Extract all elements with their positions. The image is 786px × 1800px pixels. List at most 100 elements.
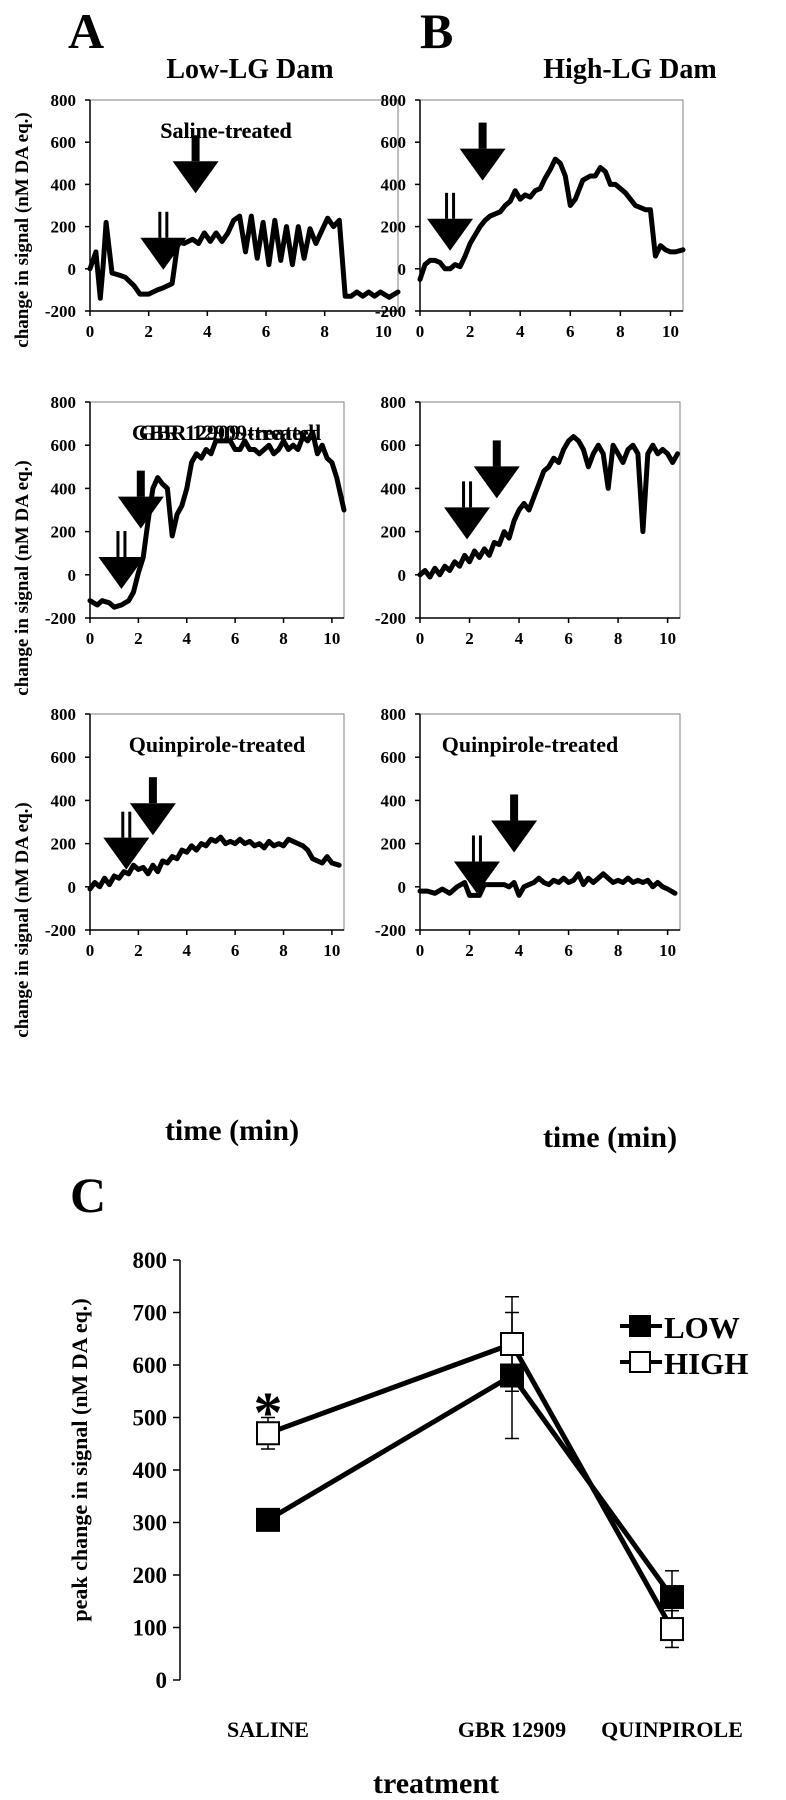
single-arrow-marker-head <box>491 820 538 853</box>
x-tick-label: 10 <box>659 629 676 648</box>
y-tick-label: 800 <box>51 705 77 724</box>
x-tick-label: 6 <box>564 629 573 648</box>
c-y-tick-label: 200 <box>133 1563 168 1588</box>
series-line <box>417 871 678 898</box>
x-tick-label: 0 <box>86 322 95 341</box>
panel-letter-c: C <box>70 1167 106 1223</box>
y-tick-label: 200 <box>51 835 77 854</box>
single-arrow-marker <box>491 794 538 853</box>
x-tick-label: 2 <box>466 322 475 341</box>
x-tick-label: 8 <box>279 629 288 648</box>
row1-ylabel: change in signal (nM DA eq.) <box>12 112 33 347</box>
panel-letter-a: A <box>68 3 104 59</box>
y-tick-label: 800 <box>381 705 407 724</box>
panel-3: -200 0 200 400 600 800 0 2 4 6 8 10 GBR 12909-treate… <box>45 393 347 648</box>
x-tick-label: 8 <box>279 941 288 960</box>
panel-title: Quinpirole-treated <box>442 732 618 757</box>
panel-1: -200 0 200 400 600 800 0 2 4 6 8 10 Saline-treated <box>45 91 401 341</box>
y-tick-label: 0 <box>398 260 407 279</box>
x-tick-label: 0 <box>86 629 95 648</box>
y-tick-label: -200 <box>45 609 76 628</box>
x-tick-label: 4 <box>516 322 525 341</box>
x-tick-label: 8 <box>614 941 623 960</box>
y-tick-label: 600 <box>381 133 407 152</box>
panel-title: Saline-treated <box>160 118 292 143</box>
c-y-tick-label: 100 <box>133 1616 168 1641</box>
x-tick-label: 8 <box>614 629 623 648</box>
double-arrow-marker-head <box>453 861 500 894</box>
single-arrow-marker <box>129 777 176 836</box>
y-tick-label: 200 <box>381 523 407 542</box>
x-tick-label: 6 <box>231 941 240 960</box>
x-tick-label: 10 <box>659 941 676 960</box>
x-tick-label: 8 <box>320 322 329 341</box>
x-tick-label: 4 <box>203 322 212 341</box>
c-category-label: SALINE <box>227 1717 309 1742</box>
series-line <box>417 434 680 580</box>
single-arrow-marker <box>117 470 164 529</box>
panel-5: -200 0 200 400 600 800 0 2 4 6 8 10 Quinpirole-treat… <box>45 705 345 960</box>
c-legend-label: HIGH <box>664 1346 748 1381</box>
y-tick-label: 400 <box>51 175 77 194</box>
column-title-low: Low-LG Dam <box>166 54 333 85</box>
series-line <box>87 213 401 301</box>
y-tick-label: 200 <box>51 523 77 542</box>
single-arrow-marker-shaft <box>148 777 157 804</box>
x-tick-label: 6 <box>262 322 271 341</box>
y-tick-label: 0 <box>68 260 77 279</box>
double-arrow-marker-shaft-right <box>452 192 456 219</box>
y-tick-label: 800 <box>51 91 77 110</box>
double-arrow-marker-shaft-left <box>116 531 120 558</box>
series-line <box>87 834 342 892</box>
y-tick-label: 800 <box>51 393 77 412</box>
series-line <box>417 156 686 282</box>
single-arrow-marker-head <box>129 803 176 836</box>
double-arrow-marker-shaft-right <box>478 835 482 862</box>
x-tick-label: 0 <box>416 322 425 341</box>
double-arrow-marker-shaft-left <box>158 211 162 238</box>
panel-title: Quinpirole-treated <box>129 732 305 757</box>
double-arrow-marker <box>140 211 187 270</box>
panel-6: -200 0 200 400 600 800 0 2 4 6 8 10 Quinpirole-treat… <box>375 705 681 960</box>
double-arrow-marker-shaft-left <box>462 481 466 508</box>
panel-2: -200 0 200 400 600 800 0 2 4 6 8 10 Saline-treated <box>160 91 686 341</box>
double-arrow-marker-shaft-right <box>123 531 127 558</box>
y-tick-label: 800 <box>381 393 407 412</box>
c-legend-marker <box>629 1351 651 1373</box>
time-xlabel-b: time (min) <box>543 1121 677 1154</box>
y-tick-label: 0 <box>398 878 407 897</box>
single-arrow-marker-head <box>172 161 219 194</box>
double-arrow-marker-shaft-right <box>128 811 132 838</box>
c-y-tick-label: 800 <box>133 1248 168 1273</box>
y-tick-label: -200 <box>375 302 406 321</box>
x-tick-label: 2 <box>134 941 143 960</box>
panel-letter-b: B <box>420 3 453 59</box>
x-tick-label: 2 <box>465 629 474 648</box>
c-xlabel: treatment <box>373 1767 499 1800</box>
c-ylabel: peak change in signal (nM DA eq.) <box>67 1298 92 1621</box>
double-arrow-marker-head <box>427 218 474 251</box>
y-tick-label: 600 <box>51 133 77 152</box>
y-tick-label: 400 <box>51 479 77 498</box>
x-tick-label: 4 <box>515 629 524 648</box>
panel-4: -200 0 200 400 600 800 0 2 4 6 8 10 GBR 12909-treate… <box>139 393 681 648</box>
x-tick-label: 10 <box>323 629 340 648</box>
y-tick-label: 600 <box>381 436 407 455</box>
double-arrow-marker <box>444 481 491 540</box>
row2-ylabel: change in signal (nM DA eq.) <box>12 460 33 695</box>
c-marker-high <box>256 1421 280 1446</box>
y-tick-label: -200 <box>375 609 406 628</box>
x-tick-label: 6 <box>566 322 575 341</box>
plot-frame <box>419 99 684 312</box>
double-arrow-marker-head <box>140 237 187 270</box>
row3-ylabel: change in signal (nM DA eq.) <box>12 802 33 1037</box>
c-y-tick-label: 300 <box>133 1511 168 1536</box>
y-tick-label: 400 <box>381 479 407 498</box>
x-tick-label: 4 <box>515 941 524 960</box>
x-tick-label: 4 <box>183 941 192 960</box>
x-tick-label: 2 <box>134 629 143 648</box>
y-tick-label: 600 <box>51 748 77 767</box>
double-arrow-marker-head <box>444 507 491 540</box>
double-arrow-marker-shaft-left <box>471 835 475 862</box>
single-arrow-marker-head <box>117 496 164 529</box>
